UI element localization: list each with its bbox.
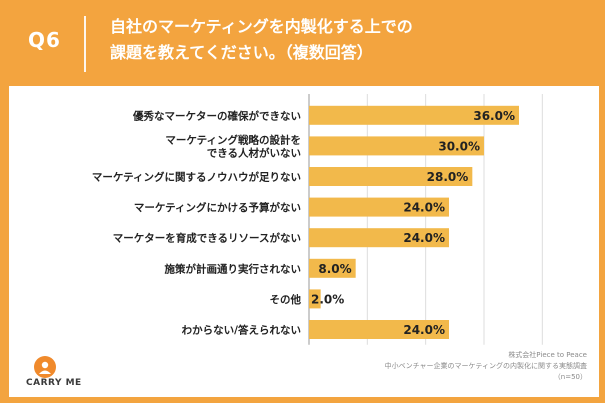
bar	[309, 167, 473, 186]
category-label: その他	[270, 293, 302, 306]
bar	[309, 228, 449, 248]
bar	[309, 197, 449, 217]
category-label: マーケティングにかける予算がない	[134, 201, 301, 214]
category-label: マーケティング戦略の設計をできる人材がいない	[165, 133, 301, 159]
bar	[309, 320, 449, 339]
chart-panel: 優秀なマーケターの確保ができない 36.0% マーケティング戦略の設計をできる人材が…	[9, 86, 599, 397]
category-label: 施策が計画通り実行されない	[165, 262, 302, 275]
question-number: Q6	[28, 28, 61, 52]
bar	[309, 289, 321, 309]
value-label: 24.0%	[403, 231, 445, 245]
person-circle-icon	[34, 356, 56, 378]
value-label: 36.0%	[473, 109, 515, 123]
category-label: マーケターを育成できるリソースがない	[113, 232, 301, 245]
value-label: 30.0%	[438, 139, 480, 153]
category-label: 優秀なマーケターの確保ができない	[132, 109, 301, 122]
value-label: 24.0%	[403, 323, 445, 337]
question-title: 自社のマーケティングを内製化する上での 課題を教えてください。（複数回答）	[110, 17, 413, 62]
bar	[309, 258, 356, 278]
category-label: マーケティングに関するノウハウが足りない	[92, 171, 301, 184]
value-label: 8.0%	[318, 262, 351, 276]
bar-chart: 優秀なマーケターの確保ができない 36.0% マーケティング戦略の設計をできる人材が…	[92, 94, 543, 345]
source-note: 株式会社Piece to Peace 中小ベンチャー企業のマーケティングの内製化…	[385, 350, 587, 383]
logo-text: CARRY ME	[26, 378, 82, 388]
gridlines	[308, 94, 543, 345]
header: Q6 自社のマーケティングを内製化する上での 課題を教えてください。（複数回答）	[0, 0, 605, 80]
source-survey: 中小ベンチャー企業のマーケティングの内製化に関する実態調査	[384, 362, 587, 370]
value-label: 28.0%	[427, 170, 469, 184]
bar	[309, 136, 484, 156]
header-divider	[84, 16, 86, 72]
bar	[309, 105, 519, 125]
source-company: 株式会社Piece to Peace	[508, 351, 587, 359]
category-label: わからない/答えられない	[182, 324, 301, 337]
value-label: 2.0%	[311, 292, 344, 306]
source-sample: （n=50）	[553, 373, 587, 381]
value-label: 24.0%	[403, 201, 445, 215]
carry-me-logo: CARRY ME	[26, 356, 86, 396]
